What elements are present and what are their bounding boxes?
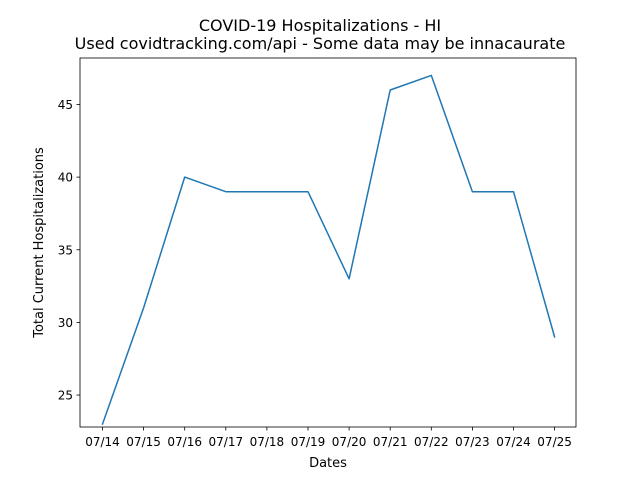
series-line	[101, 74, 556, 426]
data-points	[102, 75, 555, 425]
x-tick-label: 07/23	[455, 435, 490, 449]
x-tick-label: 07/24	[496, 435, 531, 449]
x-tick-label: 07/15	[126, 435, 161, 449]
plot-frame	[79, 57, 577, 428]
x-tick-label: 07/20	[332, 435, 367, 449]
y-tick-label: 45	[58, 98, 73, 112]
y-tick-label: 40	[58, 171, 73, 185]
x-tick-label: 07/19	[291, 435, 326, 449]
x-tick-label: 07/18	[250, 435, 285, 449]
y-axis: 25 30 35 40 45	[58, 98, 80, 403]
x-tick-label: 07/22	[414, 435, 449, 449]
y-axis-label: Total Current Hospitalizations	[32, 147, 47, 339]
x-tick-label: 07/17	[209, 435, 244, 449]
y-tick-label: 35	[58, 243, 73, 257]
chart-title: COVID-19 Hospitalizations - HI	[199, 16, 441, 35]
x-axis: 07/14 07/15 07/16 07/17 07/18 07/19 07/20 07/21…	[85, 427, 572, 449]
x-tick-label: 07/25	[537, 435, 572, 449]
x-tick-label: 07/21	[373, 435, 408, 449]
chart-subtitle: Used covidtracking.com/api - Some data m…	[75, 34, 566, 53]
x-tick-label: 07/16	[167, 435, 202, 449]
y-tick-label: 30	[58, 316, 73, 330]
x-tick-label: 07/14	[85, 435, 120, 449]
y-tick-label: 25	[58, 389, 73, 403]
x-axis-label: Dates	[309, 456, 347, 471]
